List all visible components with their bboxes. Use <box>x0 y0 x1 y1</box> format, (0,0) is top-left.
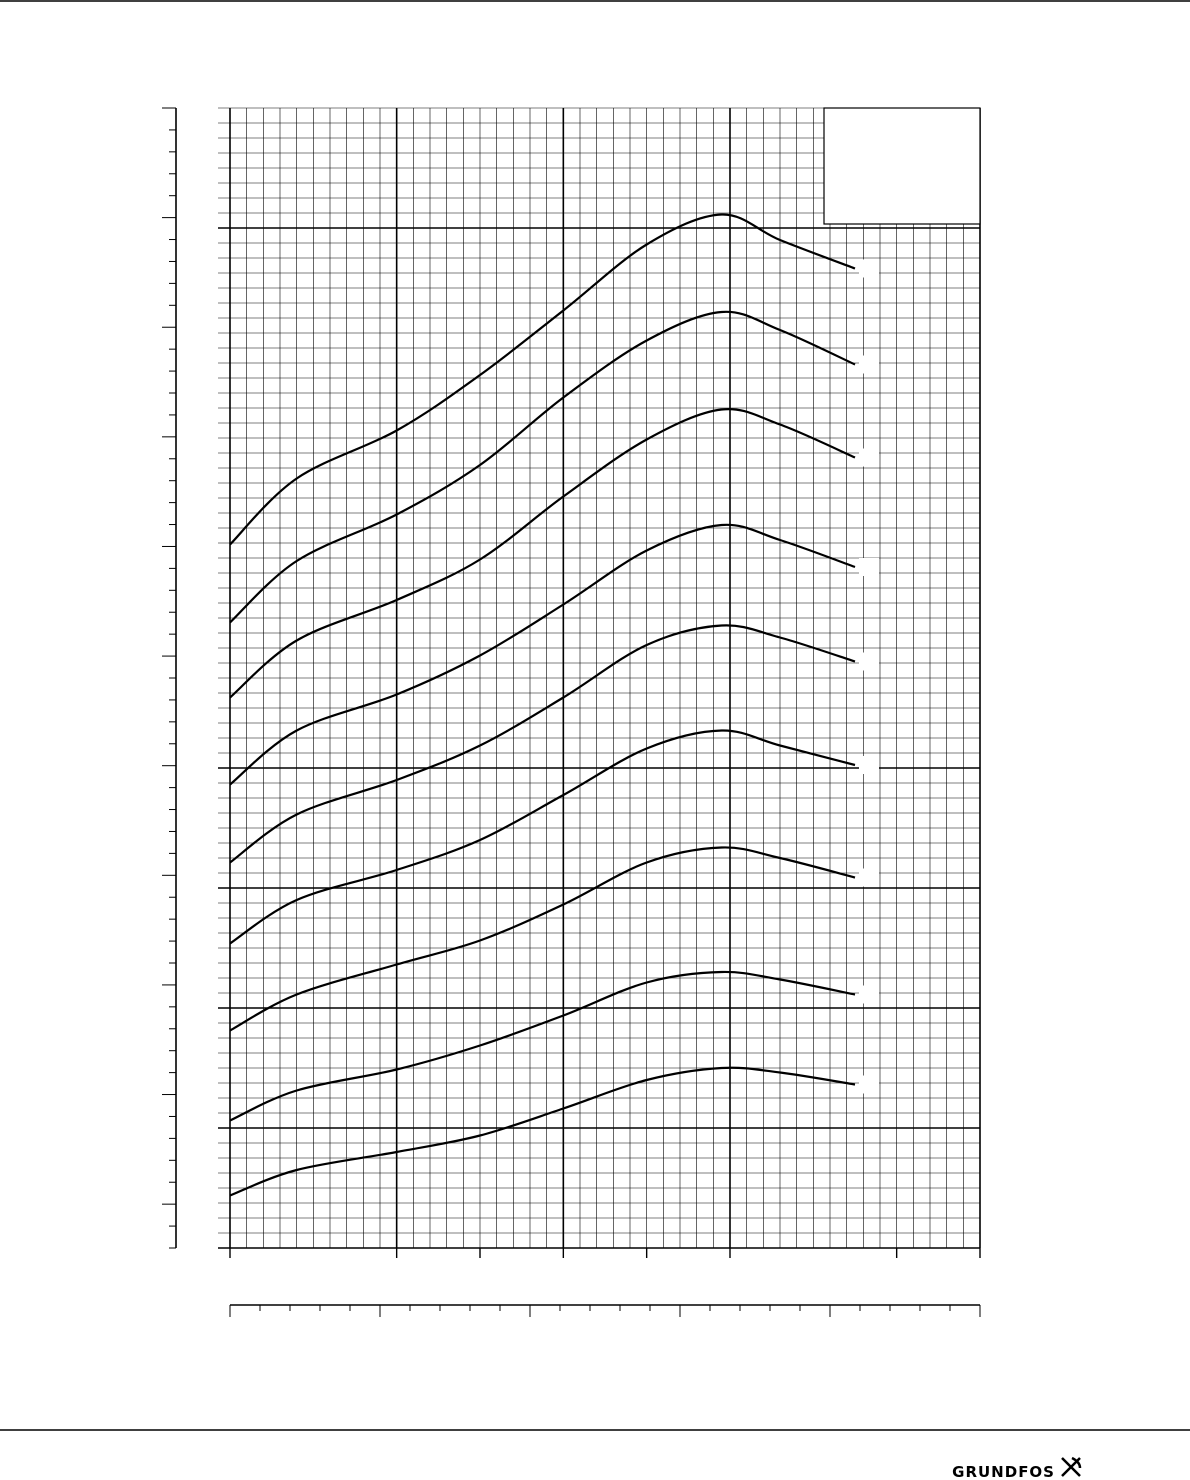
curve <box>229 310 856 624</box>
curve-end-label-box <box>859 868 879 887</box>
curve <box>229 970 856 1122</box>
curve <box>229 213 856 546</box>
curve-end-label-box <box>859 985 879 1004</box>
axes <box>162 107 981 1317</box>
curve <box>229 523 856 786</box>
legend-box <box>823 107 981 225</box>
curve <box>229 729 856 945</box>
curve <box>229 1066 856 1197</box>
curves <box>229 213 879 1197</box>
brand-logo: GRUNDFOS <box>952 1463 1055 1480</box>
brand-icon <box>1061 1456 1082 1477</box>
curve-end-label-box <box>859 448 879 467</box>
curve-end-label-box <box>859 1075 879 1094</box>
major-grid <box>218 108 981 1249</box>
curve-end-label-box <box>859 355 879 374</box>
curve-end-label-box <box>859 558 879 576</box>
curve <box>229 846 856 1032</box>
curve <box>229 407 856 699</box>
curve-end-label-box <box>859 652 879 671</box>
curve-end-label-box <box>859 259 879 278</box>
curve <box>229 624 856 864</box>
curve-end-label-box <box>859 756 879 774</box>
